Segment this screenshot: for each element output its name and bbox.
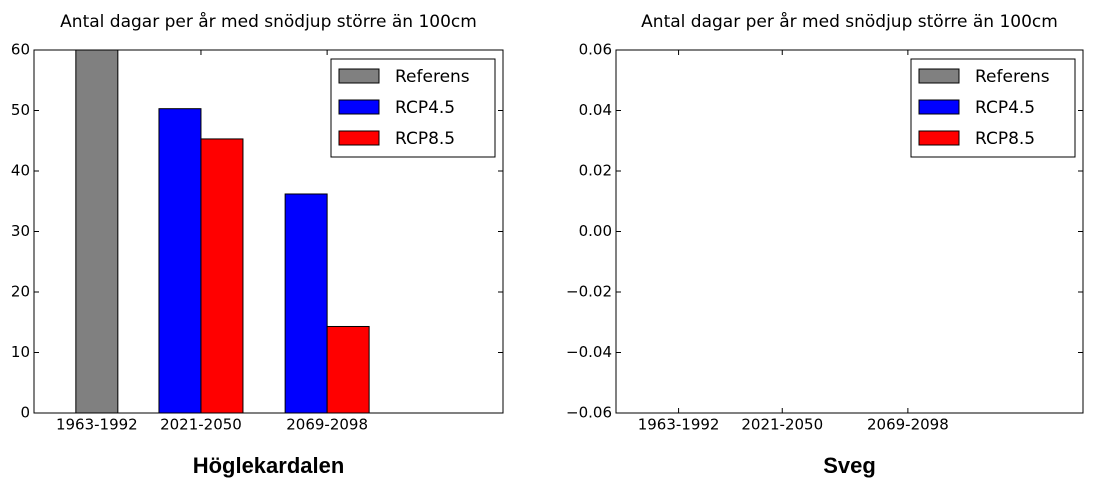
y-tick-label: 0.00 bbox=[579, 222, 612, 240]
legend-label: RCP4.5 bbox=[975, 98, 1035, 118]
y-tick-label: 0.04 bbox=[579, 101, 612, 119]
legend-swatch bbox=[918, 68, 960, 84]
legend-swatch bbox=[918, 130, 960, 146]
legend-swatch bbox=[338, 130, 380, 146]
y-tick-label: 10 bbox=[11, 343, 30, 361]
legend-label: RCP4.5 bbox=[395, 98, 455, 118]
x-tick-label: 1963-1992 bbox=[56, 416, 138, 434]
x-axis-label: Sveg bbox=[823, 453, 876, 478]
bar bbox=[158, 108, 202, 414]
y-tick-label: 50 bbox=[11, 101, 30, 119]
y-tick-label: −0.06 bbox=[566, 404, 612, 422]
y-tick-label: 60 bbox=[11, 41, 30, 59]
x-tick-label: 1963-1992 bbox=[638, 416, 720, 434]
x-tick-label: 2069-2098 bbox=[286, 416, 368, 434]
x-tick-label: 2021-2050 bbox=[160, 416, 242, 434]
y-tick-label: −0.02 bbox=[566, 283, 612, 301]
bar bbox=[200, 138, 244, 414]
legend-swatch bbox=[338, 68, 380, 84]
legend-label: RCP8.5 bbox=[975, 129, 1035, 149]
legend-label: Referens bbox=[975, 67, 1050, 87]
legend-swatch bbox=[338, 99, 380, 115]
bar bbox=[75, 49, 119, 414]
y-tick-label: 0 bbox=[20, 404, 30, 422]
y-tick-label: 0.02 bbox=[579, 162, 612, 180]
y-tick-label: 0.06 bbox=[579, 41, 612, 59]
x-tick-label: 2069-2098 bbox=[867, 416, 949, 434]
legend-label: Referens bbox=[395, 67, 470, 87]
chart-title: Antal dagar per år med snödjup större än… bbox=[60, 11, 477, 32]
plot-frame bbox=[615, 49, 1084, 414]
bar bbox=[284, 193, 328, 414]
y-tick-label: 40 bbox=[11, 162, 30, 180]
y-tick-label: 30 bbox=[11, 222, 30, 240]
bar bbox=[326, 325, 370, 414]
legend-swatch bbox=[918, 99, 960, 115]
plot-frame bbox=[33, 49, 504, 414]
y-tick-label: 20 bbox=[11, 283, 30, 301]
chart-title: Antal dagar per år med snödjup större än… bbox=[641, 11, 1058, 32]
y-tick-label: −0.04 bbox=[566, 343, 612, 361]
legend-label: RCP8.5 bbox=[395, 129, 455, 149]
x-axis-label: Höglekardalen bbox=[193, 453, 345, 478]
x-tick-label: 2021-2050 bbox=[741, 416, 823, 434]
